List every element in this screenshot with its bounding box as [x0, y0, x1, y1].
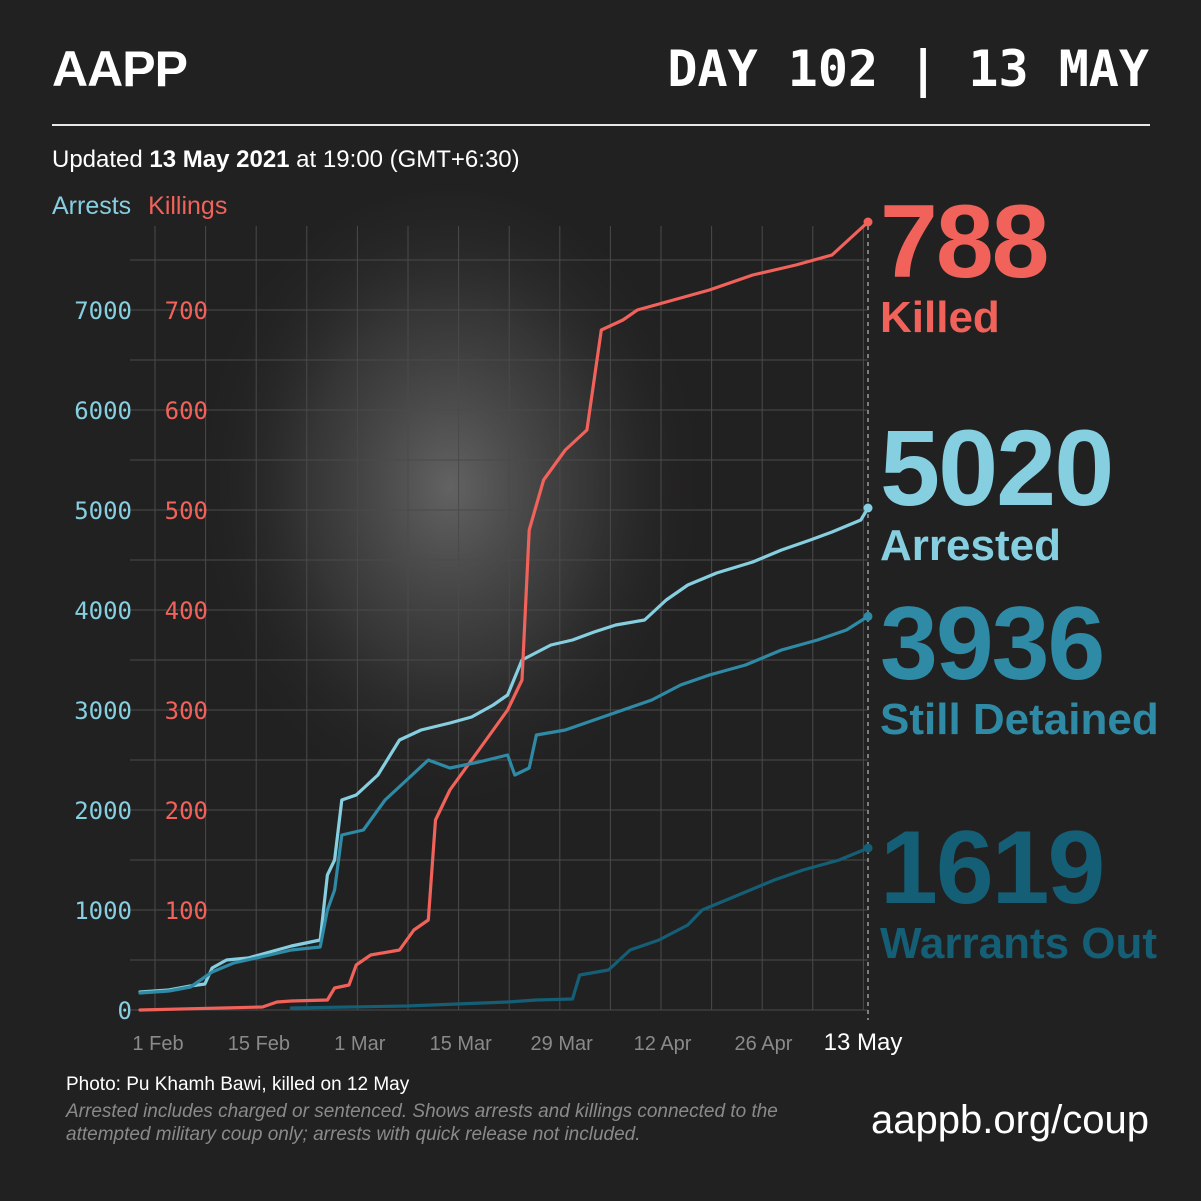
y-tick-arrests: 6000: [74, 397, 132, 425]
source-link[interactable]: aappb.org/coup: [870, 1098, 1149, 1142]
updated-date: 13 May 2021: [149, 146, 290, 173]
series-end-point: [863, 843, 873, 853]
aapp-logo: AAPP: [52, 41, 188, 97]
x-tick-label: 1 Feb: [132, 1033, 183, 1055]
x-tick-label: 15 Feb: [228, 1033, 290, 1055]
legend-arrests: Arrests: [52, 192, 132, 220]
x-tick-label: 13 May: [824, 1029, 903, 1056]
arrested-count: 5020: [880, 407, 1114, 528]
portrait-photo: [190, 190, 710, 850]
y-tick-arrests: 2000: [74, 797, 132, 825]
y-tick-killings: 600: [165, 397, 208, 425]
y-tick-killings: 500: [165, 497, 208, 525]
y-tick-killings: 400: [165, 597, 208, 625]
y-tick-arrests: 5000: [74, 497, 132, 525]
methodology-note: Arrested includes charged or sentenced. …: [66, 1101, 778, 1145]
y-tick-killings: 700: [165, 297, 208, 325]
y-tick-killings: 100: [165, 897, 208, 925]
updated-timestamp: Updated 13 May 2021 at 19:00 (GMT+6:30): [52, 146, 520, 174]
killed-label: Killed: [880, 293, 1000, 342]
photo-credit: Photo: Pu Khamh Bawi, killed on 12 May: [66, 1074, 410, 1095]
header-divider: [52, 124, 1150, 126]
day-counter: DAY 102 | 13 MAY: [667, 40, 1149, 98]
stat-killed: 788 Killed: [880, 184, 1050, 342]
x-tick-label: 29 Mar: [531, 1033, 594, 1055]
x-tick-label: 1 Mar: [334, 1033, 385, 1055]
x-tick-label: 15 Mar: [430, 1033, 493, 1055]
y-tick-arrests: 4000: [74, 597, 132, 625]
warrants-label: Warrants Out: [880, 919, 1158, 968]
stat-arrested: 5020 Arrested: [880, 407, 1114, 570]
series-line-detained: [138, 614, 870, 995]
stat-warrants: 1619 Warrants Out: [880, 816, 1157, 966]
x-tick-label: 12 Apr: [634, 1033, 692, 1055]
series-line-killings: [138, 220, 870, 1012]
y-tick-arrests: 3000: [74, 697, 132, 725]
updated-prefix: Updated: [52, 146, 150, 173]
stat-detained: 3936 Still Detained: [880, 592, 1159, 742]
arrested-label: Arrested: [880, 521, 1061, 570]
y-tick-killings: 200: [165, 797, 208, 825]
y-tick-arrests: 7000: [74, 297, 132, 325]
legend-killings: Killings: [148, 192, 228, 220]
detained-label: Still Detained: [880, 695, 1159, 744]
y-tick-arrests: 0: [118, 997, 132, 1025]
chart-legend: Arrests Killings: [52, 192, 227, 221]
series-line-arrests: [138, 506, 870, 994]
y-tick-killings: 300: [165, 697, 208, 725]
warrants-count: 1619: [880, 810, 1105, 926]
series-line-warrants: [289, 846, 870, 1010]
killed-count: 788: [880, 184, 1050, 300]
y-tick-arrests: 1000: [74, 897, 132, 925]
updated-suffix: at 19:00 (GMT+6:30): [289, 146, 520, 173]
series-end-point: [863, 611, 873, 621]
series-end-point: [863, 217, 873, 227]
detained-count: 3936: [880, 586, 1105, 702]
x-tick-label: 26 Apr: [735, 1033, 793, 1055]
series-end-point: [863, 503, 873, 513]
